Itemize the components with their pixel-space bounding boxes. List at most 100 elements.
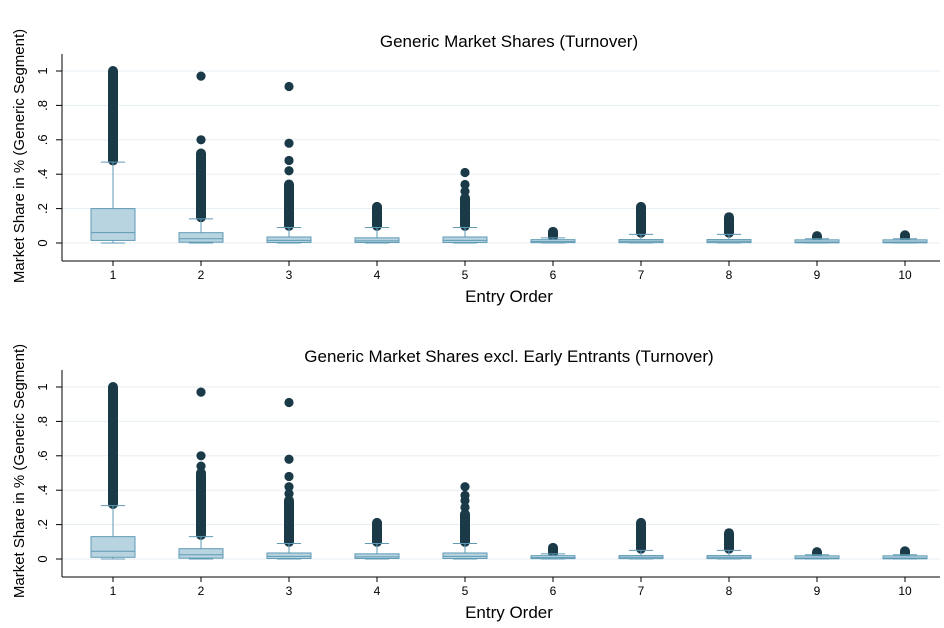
box-group (530, 542, 576, 560)
y-tick-label: .2 (35, 203, 50, 214)
x-axis-label: Entry Order (465, 603, 553, 622)
outlier-point (460, 482, 470, 492)
y-axis-label: Market Share in % (Generic Segment) (11, 344, 28, 598)
y-tick-label: 1 (35, 67, 50, 74)
box-group (882, 546, 928, 560)
box (178, 232, 224, 243)
x-tick-label: 7 (638, 268, 645, 282)
outlier-point (460, 186, 470, 196)
outlier-point (284, 138, 294, 148)
box-marks (90, 66, 928, 244)
axes (56, 54, 940, 266)
outlier-point (284, 471, 294, 482)
box (442, 236, 488, 243)
box (794, 555, 840, 560)
box-group (706, 212, 752, 244)
box-group (354, 201, 400, 244)
box-group (266, 397, 312, 560)
box-group (618, 517, 664, 560)
x-tick-label: 9 (814, 268, 821, 282)
outlier-point (460, 502, 470, 512)
chart-panel-bottom: Generic Market Shares excl. Early Entran… (0, 312, 944, 623)
box-group (530, 226, 576, 244)
box (266, 236, 312, 243)
x-tick-label: 10 (898, 268, 912, 282)
chart-title: Generic Market Shares (Turnover) (380, 32, 638, 51)
x-tick-label: 1 (110, 584, 117, 598)
box-group (794, 547, 840, 560)
x-tick-label: 8 (726, 584, 733, 598)
x-tick-label: 7 (638, 584, 645, 598)
box-group (90, 66, 136, 244)
y-tick-label: 1 (35, 383, 50, 390)
outlier-point (196, 135, 206, 145)
outlier-point (460, 179, 470, 190)
outlier-point (196, 387, 206, 397)
y-tick-label: .2 (35, 519, 50, 530)
box (882, 239, 928, 244)
x-axis-label: Entry Order (465, 287, 553, 306)
x-tick-label: 1 (110, 268, 117, 282)
box (442, 552, 488, 559)
box (354, 553, 400, 559)
outlier-point (460, 167, 470, 178)
box (178, 548, 224, 559)
box-group (442, 482, 488, 560)
x-tick-label: 2 (198, 584, 205, 598)
tick-labels: 0 .2 .4 .6 .8 1 1 2 3 4 5 6 7 8 9 10 (35, 67, 912, 282)
outlier-point (284, 482, 294, 492)
y-tick-label: .4 (35, 169, 50, 180)
outlier-point (284, 155, 294, 166)
box-plot-top: Generic Market Shares (Turnover) Market … (11, 29, 940, 306)
box (354, 237, 400, 243)
box-group (794, 231, 840, 244)
box-plot-bottom: Generic Market Shares excl. Early Entran… (11, 344, 940, 622)
gridlines (62, 70, 940, 244)
y-tick-label: .8 (35, 416, 50, 427)
y-tick-label: 0 (35, 555, 50, 562)
x-tick-label: 6 (550, 268, 557, 282)
x-tick-label: 3 (286, 268, 293, 282)
gridlines (62, 386, 940, 560)
outlier-point (284, 397, 294, 408)
x-tick-label: 4 (374, 584, 381, 598)
chart-panel-top: Generic Market Shares (Turnover) Market … (0, 0, 944, 312)
y-tick-label: .8 (35, 100, 50, 111)
tick-labels: 0 .2 .4 .6 .8 1 1 2 3 4 5 6 7 8 9 10 (35, 383, 912, 598)
box (882, 555, 928, 560)
x-tick-label: 3 (286, 584, 293, 598)
box (794, 239, 840, 244)
x-tick-label: 10 (898, 584, 912, 598)
box-marks (90, 382, 928, 560)
outlier-point (284, 454, 294, 464)
box (266, 552, 312, 559)
x-tick-label: 6 (550, 584, 557, 598)
outlier-point (460, 490, 470, 500)
y-axis-label: Market Share in % (Generic Segment) (11, 29, 28, 283)
outlier-point (284, 166, 294, 176)
x-tick-label: 5 (462, 268, 469, 282)
y-tick-label: .4 (35, 485, 50, 496)
box-group (90, 382, 136, 560)
box-group (178, 71, 224, 244)
y-tick-label: 0 (35, 239, 50, 246)
x-tick-label: 5 (462, 584, 469, 598)
outlier-point (284, 489, 294, 499)
box-group (618, 201, 664, 244)
outlier-point (196, 71, 206, 81)
x-tick-label: 2 (198, 268, 205, 282)
box-group (882, 230, 928, 244)
box-group (354, 517, 400, 560)
box (90, 536, 136, 558)
box-group (706, 528, 752, 560)
box-group (178, 387, 224, 560)
x-tick-label: 4 (374, 268, 381, 282)
outlier-point (284, 81, 294, 92)
axes (56, 370, 940, 582)
outlier-point (196, 451, 206, 461)
outlier-point (196, 461, 206, 471)
x-tick-label: 9 (814, 584, 821, 598)
box-group (442, 167, 488, 244)
chart-title: Generic Market Shares excl. Early Entran… (304, 347, 713, 366)
box (90, 208, 136, 241)
